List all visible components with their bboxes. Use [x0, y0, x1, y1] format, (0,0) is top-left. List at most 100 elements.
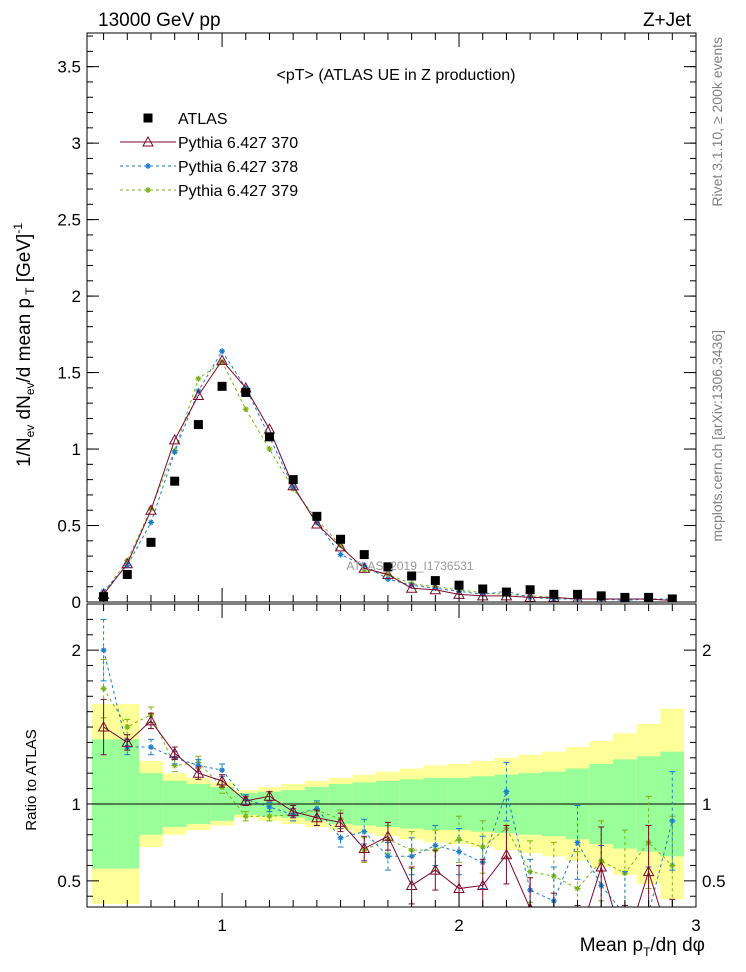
- legend-marker: [145, 163, 151, 169]
- series-point: [147, 519, 154, 526]
- series-point: [361, 562, 368, 569]
- series-point: [242, 406, 249, 413]
- series-point: [313, 519, 320, 526]
- ratio-point: [337, 834, 344, 841]
- legend-label: Pythia 6.427 378: [178, 159, 298, 176]
- series-point: [219, 348, 226, 355]
- series-point: [408, 582, 415, 589]
- xlabel-part-1: Mean p: [580, 935, 643, 956]
- series-point: [432, 585, 439, 592]
- ratio-point: [550, 873, 557, 880]
- data-point: [312, 511, 322, 521]
- series-point: [216, 354, 228, 365]
- xlabel-sub: T: [643, 945, 651, 959]
- ratio-point: [669, 862, 676, 869]
- ratio-point: [100, 647, 107, 654]
- series-point: [429, 583, 442, 595]
- series-point: [337, 551, 344, 558]
- data-point: [359, 550, 369, 560]
- ratio-point: [311, 811, 323, 823]
- series-point: [100, 588, 107, 595]
- x-tick-label: 1: [217, 916, 226, 935]
- y-tick-label: 3: [72, 134, 81, 153]
- series-point: [124, 557, 131, 564]
- ratio-point: [242, 813, 249, 820]
- ratio-point: [361, 828, 368, 835]
- ratio-point: [263, 790, 276, 801]
- ratio-y-tick-label: 2: [72, 641, 81, 660]
- ratio-point: [453, 882, 465, 894]
- ratio-y-tick-label: 1: [72, 795, 81, 814]
- ratio-point: [622, 912, 628, 918]
- ylabel-part-3: /d mean p: [14, 298, 35, 383]
- ylabel-sub-1: ev: [23, 425, 37, 438]
- ratio-point: [456, 836, 463, 843]
- ylabel-sup: -1: [11, 223, 25, 234]
- ratio-point: [503, 788, 510, 795]
- ratio-point: [121, 736, 134, 747]
- series-point: [479, 591, 486, 598]
- ratio-ylabel: Ratio to ATLAS: [23, 729, 40, 830]
- main-frame: [86, 32, 697, 603]
- ratio-point: [595, 860, 608, 872]
- series-point: [334, 540, 347, 552]
- series-point: [171, 449, 178, 456]
- legend-label: ATLAS: [178, 111, 228, 128]
- data-point: [573, 589, 583, 599]
- data-point: [383, 562, 393, 572]
- series-point: [145, 504, 157, 515]
- series-point: [124, 562, 131, 569]
- ratio-point: [549, 922, 559, 931]
- y-tick-label: 0: [72, 593, 81, 612]
- y-tick-label: 2.5: [57, 211, 81, 230]
- y-tick-label: 1: [72, 440, 81, 459]
- energy-label: 13000 GeV pp: [98, 10, 221, 31]
- ratio-y-tick-label-right: 0.5: [702, 872, 726, 891]
- ratio-point: [124, 724, 131, 731]
- series-point: [361, 566, 368, 573]
- data-point: [288, 475, 298, 485]
- ratio-point: [97, 721, 110, 732]
- ratio-point: [192, 767, 205, 778]
- series-point: [384, 576, 391, 583]
- series-point: [219, 358, 226, 365]
- ratio-point: [574, 839, 581, 846]
- ratio-point: [145, 714, 157, 726]
- process-label: Z+Jet: [643, 10, 692, 31]
- analysis-watermark: ATLAS_2019_I1736531: [346, 559, 474, 573]
- ratio-point: [646, 910, 652, 916]
- ylabel-sub-2: ev: [23, 382, 37, 395]
- x-tick-label: 2: [454, 916, 463, 935]
- main-panel: 0 0.5 1 1.5 2 2.5 3 3.5: [57, 32, 697, 612]
- rivet-info: Rivet 3.1.10, ≥ 200k events: [709, 37, 725, 207]
- ratio-point: [100, 685, 107, 692]
- series-point: [290, 484, 297, 491]
- data-point: [146, 537, 156, 547]
- x-tick-label: 3: [691, 916, 700, 935]
- legend-marker: [142, 135, 154, 147]
- data-point: [549, 589, 559, 599]
- legend: ATLAS Pythia 6.427 370 Pythia 6.427 378 Pyt…: [120, 111, 298, 200]
- ylabel-part-1: 1/N: [14, 437, 35, 467]
- mcplots-info: mcplots.cern.ch [arXiv:1306.3436]: [709, 330, 725, 542]
- ratio-point: [405, 879, 418, 890]
- ratio-point: [195, 759, 202, 766]
- ratio-point: [168, 747, 181, 758]
- y-tick-label: 3.5: [57, 58, 81, 77]
- ylabel-sub-3: T: [23, 287, 37, 298]
- ratio-point: [476, 879, 489, 890]
- data-point: [501, 587, 511, 597]
- ylabel-part-2: dN: [14, 395, 35, 425]
- chart-title: <pT> (ATLAS UE in Z production): [277, 67, 516, 84]
- ratio-point: [334, 816, 347, 827]
- series-point: [311, 517, 323, 529]
- data-point: [193, 420, 203, 430]
- ratio-point: [266, 813, 273, 820]
- series-point: [405, 582, 418, 593]
- data-point: [525, 585, 535, 595]
- ratio-y-tick-label-right: 1: [702, 795, 711, 814]
- series-point: [358, 562, 371, 573]
- ratio-point: [479, 844, 486, 851]
- ratio-point: [500, 848, 513, 860]
- ratio-panel: 0.5 0.5 1 1 2 2 1 2 3: [57, 603, 726, 935]
